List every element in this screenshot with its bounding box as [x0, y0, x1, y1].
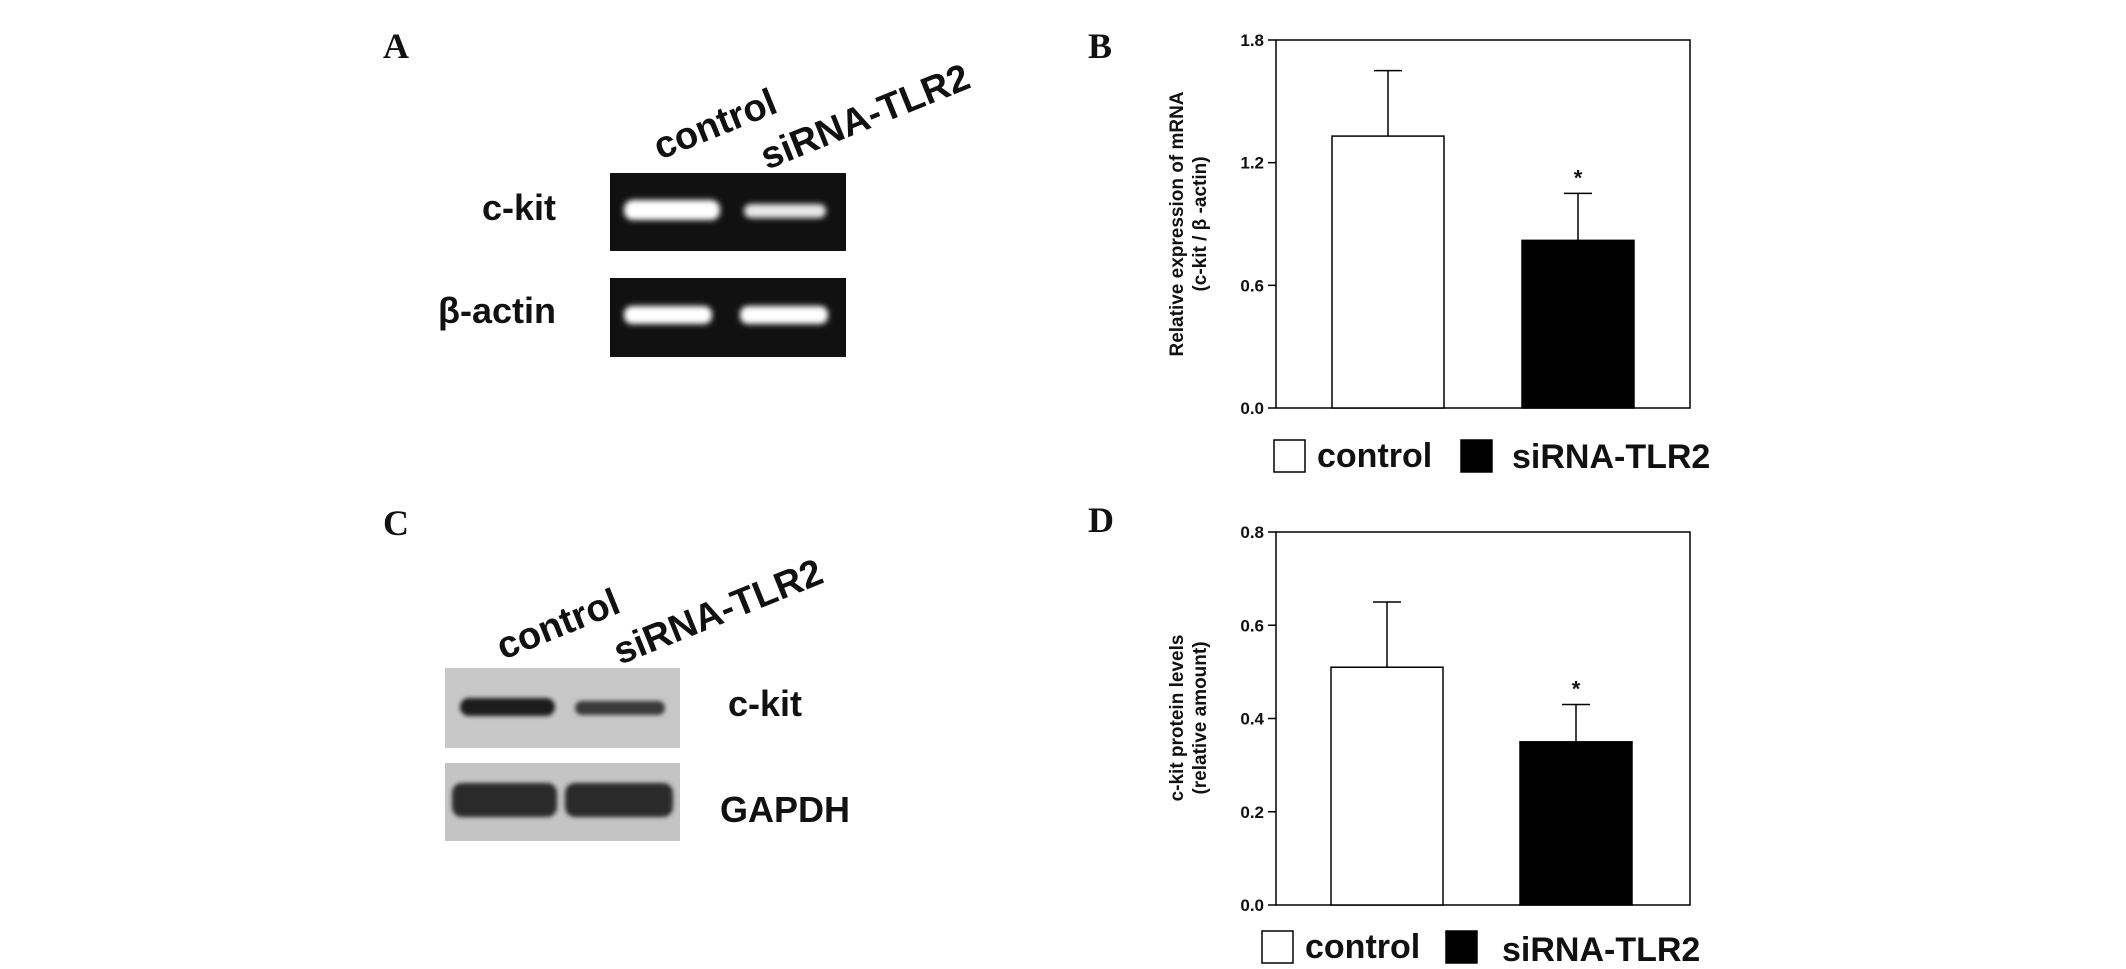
- chart-b-bar-0: [1331, 135, 1445, 409]
- blot-band-gapdh-control: [452, 783, 557, 817]
- chart-b-bar-1: [1521, 239, 1635, 409]
- gel-band-actin-sirna: [740, 306, 828, 324]
- panel-a: A control siRNA-TLR2 c-kit β-actin: [383, 26, 976, 357]
- chart-b: B 0.0 0.6 1.2 1.8 * Relative expression of …: [1088, 26, 1710, 476]
- panel-c-letter: C: [383, 503, 409, 543]
- chart-b-legend-swatch-control: [1273, 439, 1306, 473]
- panel-a-lane-label-sirna: siRNA-TLR2: [755, 56, 976, 178]
- chart-b-legend-swatch-sirna: [1460, 439, 1493, 473]
- chart-d-ytick-label-2: 0.4: [1240, 710, 1264, 729]
- chart-d-legend: control siRNA-TLR2: [1261, 928, 1700, 969]
- panel-c-band-label-gapdh: GAPDH: [720, 789, 850, 830]
- gel-band-actin-control: [624, 306, 712, 324]
- blot-band-ckit-control: [460, 698, 555, 716]
- chart-d-bar-0: [1330, 666, 1444, 906]
- panel-c-lane-label-control: control: [491, 581, 626, 668]
- chart-b-ylabel-line1: Relative expression of mRNA: [1167, 91, 1188, 356]
- chart-d-ytick-label-4: 0.8: [1240, 523, 1264, 542]
- panel-b-letter: B: [1088, 26, 1112, 66]
- chart-b-frame: [1275, 39, 1691, 409]
- blot-band-gapdh-sirna: [565, 783, 673, 817]
- chart-d-ytick-label-1: 0.2: [1240, 803, 1264, 822]
- panel-a-band-label-actin: β-actin: [438, 290, 556, 331]
- chart-d-ytick-label-3: 0.6: [1240, 616, 1264, 635]
- panel-c: C control siRNA-TLR2 c-kit GAPDH: [383, 503, 850, 841]
- chart-b-ytick-label-1: 0.6: [1240, 276, 1264, 295]
- chart-b-legend: control siRNA-TLR2: [1273, 437, 1710, 476]
- chart-d-legend-swatch-control: [1261, 930, 1294, 964]
- gel-band-ckit-sirna: [744, 204, 826, 218]
- chart-b-ytick-label-3: 1.8: [1240, 31, 1264, 50]
- panel-d-letter: D: [1088, 500, 1114, 540]
- panel-a-band-label-ckit: c-kit: [482, 187, 556, 228]
- chart-d: D 0.0 0.2 0.4 0.6 0.8 * c-kit protein levels…: [1088, 500, 1700, 969]
- chart-d-legend-swatch-sirna: [1445, 930, 1478, 964]
- chart-d-significance-1: *: [1572, 677, 1581, 702]
- chart-d-ytick-label-0: 0.0: [1240, 896, 1264, 915]
- panel-c-lane-label-sirna: siRNA-TLR2: [608, 551, 829, 673]
- blot-band-ckit-sirna: [575, 701, 665, 715]
- chart-b-ylabel-line2: (c-kit / β -actin): [1190, 156, 1211, 291]
- chart-b-ytick-label-2: 1.2: [1240, 154, 1264, 173]
- chart-d-ylabel-line2: (relative amount): [1190, 641, 1211, 794]
- chart-b-significance-1: *: [1574, 165, 1583, 190]
- chart-d-bar-1: [1519, 741, 1633, 906]
- chart-b-legend-label-control: control: [1317, 437, 1432, 475]
- chart-d-legend-label-sirna: siRNA-TLR2: [1502, 931, 1700, 969]
- chart-d-ylabel-line1: c-kit protein levels: [1167, 635, 1188, 802]
- panel-c-band-label-ckit: c-kit: [728, 683, 802, 724]
- chart-d-legend-label-control: control: [1305, 928, 1420, 966]
- gel-band-ckit-control: [624, 200, 720, 220]
- chart-b-ytick-label-0: 0.0: [1240, 399, 1264, 418]
- panel-a-letter: A: [383, 26, 409, 66]
- chart-b-legend-label-sirna: siRNA-TLR2: [1512, 438, 1710, 476]
